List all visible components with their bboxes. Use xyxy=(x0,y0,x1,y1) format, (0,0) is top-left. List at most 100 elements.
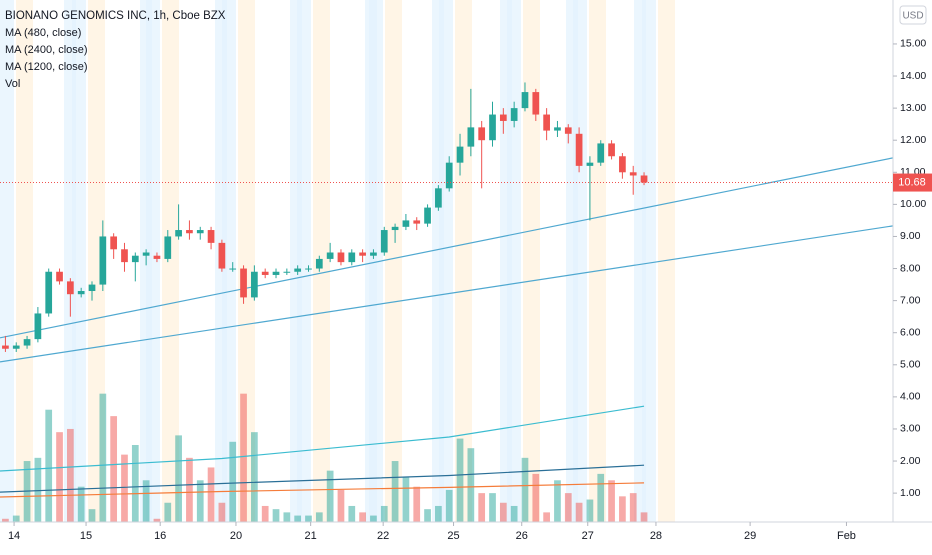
volume-bar xyxy=(359,512,366,522)
candle-body xyxy=(435,188,442,208)
volume-bar xyxy=(12,515,20,522)
session-bands xyxy=(0,0,675,522)
volume-bar xyxy=(554,480,561,522)
volume-bar xyxy=(67,428,74,522)
session-band xyxy=(523,0,540,522)
y-tick-label: 6.00 xyxy=(900,326,921,338)
y-tick-label: 5.00 xyxy=(900,359,921,371)
volume-bar xyxy=(164,502,172,522)
candle-body xyxy=(121,249,128,263)
candle-body xyxy=(207,230,215,243)
session-band xyxy=(566,0,578,522)
candle-body xyxy=(67,281,74,295)
candle-body xyxy=(499,114,507,121)
candle-body xyxy=(402,220,410,227)
volume-bar xyxy=(261,505,269,522)
x-tick-label: 22 xyxy=(377,530,389,542)
volume-bar xyxy=(424,509,431,522)
volume-bar xyxy=(640,512,648,522)
volume-bar xyxy=(56,432,63,522)
volume-bar xyxy=(435,505,442,522)
volume-bar xyxy=(305,515,312,522)
volume-bar xyxy=(532,473,540,522)
volume-bar xyxy=(575,502,583,522)
y-tick-label: 3.00 xyxy=(900,423,921,435)
session-band xyxy=(290,0,302,522)
volume-bar xyxy=(326,470,334,522)
y-tick-label: 15.00 xyxy=(900,38,926,50)
candle-body xyxy=(131,255,139,263)
y-tick-label: 12.00 xyxy=(900,134,926,146)
y-tick-label: 8.00 xyxy=(900,262,921,274)
candle-body xyxy=(2,345,9,349)
volume-bar xyxy=(229,441,237,522)
volume-bar xyxy=(294,515,302,522)
volume-bar xyxy=(315,512,323,522)
candle-body xyxy=(315,258,323,269)
indicator-label: MA (480, close) xyxy=(5,27,81,39)
x-tick-label: 15 xyxy=(80,530,92,542)
volume-bar xyxy=(445,489,453,522)
candle-body xyxy=(45,271,53,314)
volume-bar xyxy=(272,509,280,522)
volume-bar xyxy=(142,480,150,522)
volume-bar xyxy=(608,480,615,522)
session-band xyxy=(634,0,646,522)
volume-bar xyxy=(521,457,529,522)
x-tick-label: 28 xyxy=(650,530,662,542)
candle-body xyxy=(229,268,237,270)
volume-bar xyxy=(218,502,226,522)
price-axis-panel xyxy=(893,0,932,550)
x-tick-label: 29 xyxy=(744,530,756,542)
candle-body xyxy=(23,339,31,346)
volume-bar xyxy=(99,393,107,522)
candle-body xyxy=(240,268,247,298)
moving-average xyxy=(0,482,645,498)
candle-body xyxy=(153,255,161,259)
volume-bar xyxy=(121,454,128,522)
session-band xyxy=(658,0,675,522)
candle-body xyxy=(478,127,486,141)
y-tick-label: 1.00 xyxy=(900,487,921,499)
volume-bar xyxy=(543,512,550,522)
session-band xyxy=(365,0,377,522)
y-tick-label: 14.00 xyxy=(900,70,926,82)
volume-bar xyxy=(175,435,182,522)
session-band xyxy=(589,0,606,522)
y-tick-label: 10.00 xyxy=(900,198,926,210)
candle-body xyxy=(12,345,20,349)
volume-bar xyxy=(77,486,85,522)
volume-bar xyxy=(380,505,388,522)
volume-bar xyxy=(337,489,345,522)
x-tick-label: 14 xyxy=(8,530,20,542)
session-band xyxy=(500,0,512,522)
volume-bar xyxy=(251,432,258,522)
indicator-label: Vol xyxy=(5,78,20,90)
x-tick-label: 21 xyxy=(305,530,317,542)
chart-title: BIONANO GENOMICS INC, 1h, Cboe BZX xyxy=(5,10,226,22)
candle-body xyxy=(391,226,399,231)
session-band xyxy=(238,0,255,522)
session-band xyxy=(88,0,105,522)
candle-body xyxy=(34,313,42,340)
volume-bar xyxy=(467,448,475,522)
candle-body xyxy=(283,271,291,273)
volume-bar xyxy=(629,493,637,522)
candle-body xyxy=(445,162,453,189)
volume-bar xyxy=(34,457,42,522)
volume-bar xyxy=(456,438,464,522)
volume-bar xyxy=(478,493,486,522)
candle-body xyxy=(380,230,388,253)
session-band xyxy=(16,0,33,522)
candle-body xyxy=(640,175,648,183)
y-tick-label: 7.00 xyxy=(900,294,921,306)
candle-body xyxy=(272,271,280,275)
candle-body xyxy=(489,114,496,141)
volume-bar xyxy=(586,499,594,522)
candle-body xyxy=(629,172,637,176)
x-tick-label: 16 xyxy=(154,530,166,542)
last-price-tag xyxy=(893,173,932,192)
session-band xyxy=(385,0,402,522)
candle-body xyxy=(261,271,269,275)
